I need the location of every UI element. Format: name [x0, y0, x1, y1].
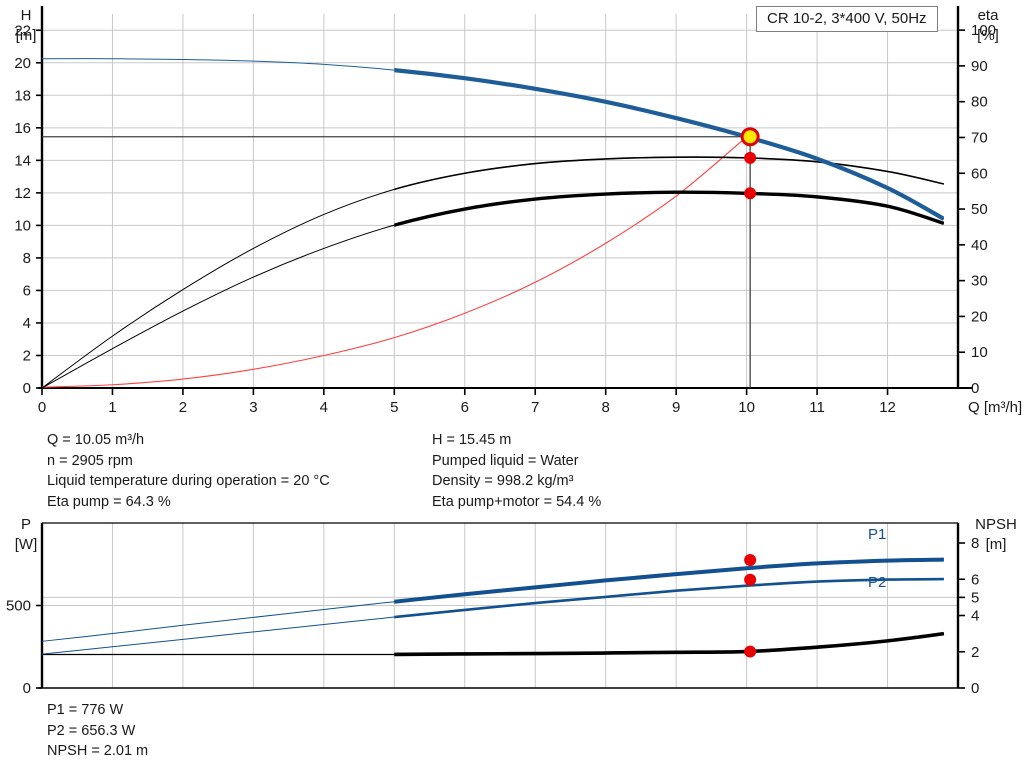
series-group: [41, 557, 945, 657]
svg-text:6: 6: [971, 571, 979, 588]
svg-text:20: 20: [971, 308, 988, 325]
svg-text:10: 10: [738, 399, 755, 416]
power-info-line-1: P2 = 656.3 W: [47, 722, 136, 739]
svg-text:8: 8: [602, 399, 610, 416]
power-info: P1 = 776 W P2 = 656.3 W NPSH = 2.01 m: [47, 700, 148, 762]
svg-text:11: 11: [809, 399, 825, 416]
p2-curve-thick: [394, 577, 944, 619]
y-axis-right-unit: [m]: [986, 536, 1007, 553]
svg-text:100: 100: [971, 22, 996, 39]
svg-text:70: 70: [971, 129, 988, 146]
svg-text:2: 2: [179, 399, 187, 416]
svg-text:4: 4: [320, 399, 328, 416]
svg-text:18: 18: [14, 87, 31, 104]
grid: [42, 14, 958, 388]
series-group: [41, 58, 945, 389]
svg-text:8: 8: [23, 250, 31, 267]
svg-text:3: 3: [249, 399, 257, 416]
svg-text:0: 0: [38, 399, 46, 416]
duty-info-right: H = 15.45 m Pumped liquid = Water Density …: [432, 430, 601, 512]
y-axis-left-ticks: 0 500: [6, 598, 42, 697]
power-marker-2[interactable]: [744, 645, 757, 658]
x-axis-ticks: 0 1 2 3 4 5 6 7 8 9 10 11 12: [38, 388, 896, 416]
duty-info-line-3: Eta pump = 64.3 %: [47, 493, 171, 510]
svg-text:500: 500: [6, 598, 31, 615]
svg-text:4: 4: [971, 608, 979, 625]
eta-pump-curve-thin: [41, 156, 945, 389]
y-axis-left-title: H: [21, 7, 32, 24]
y-axis-right-unit: [%]: [977, 27, 999, 44]
svg-text:9: 9: [672, 399, 680, 416]
svg-text:50: 50: [971, 201, 988, 218]
svg-text:0: 0: [971, 680, 979, 697]
duty-info-line-1: n = 2905 rpm: [47, 452, 133, 469]
y-axis-right-title: eta: [978, 7, 1000, 24]
svg-text:0: 0: [971, 380, 979, 397]
duty-info-line-3: Eta pump+motor = 54.4 %: [432, 493, 602, 510]
power-marker-1[interactable]: [744, 573, 757, 586]
svg-text:10: 10: [971, 344, 988, 361]
y-axis-left-title: P: [21, 516, 31, 533]
eta-pump-curve-thick: [394, 156, 944, 191]
svg-text:16: 16: [14, 120, 31, 137]
svg-text:30: 30: [971, 273, 988, 290]
p1-curve-thick: [394, 557, 944, 604]
y-axis-left-unit: [W]: [15, 536, 38, 553]
pump-model-title: CR 10-2, 3*400 V, 50Hz: [756, 6, 938, 32]
svg-text:0: 0: [23, 380, 31, 397]
head-curve-thick: [394, 67, 944, 221]
y-axis-right-ticks: 0 2 4 56 8: [958, 535, 979, 697]
svg-text:5: 5: [390, 399, 398, 416]
duty-info-line-0: Q = 10.05 m³/h: [47, 432, 145, 448]
duty-point-marker[interactable]: [740, 127, 760, 147]
svg-text:60: 60: [971, 165, 988, 182]
y-axis-right-title: NPSH: [975, 516, 1017, 533]
npsh-curve-thick: [394, 631, 945, 657]
svg-text:80: 80: [971, 94, 988, 111]
power-npsh-chart: 0 500 0 2 4 56 8 P [W] NPSH [m] P1 P2: [6, 516, 1017, 697]
x-axis-title: Q [m³/h]: [968, 399, 1022, 416]
duty-info-left: Q = 10.05 m³/h n = 2905 rpm Liquid tempera…: [47, 430, 330, 512]
duty-info-line-2: Liquid temperature during operation = 20…: [47, 473, 330, 489]
svg-text:8: 8: [971, 535, 979, 552]
npsh-curve-thin: [42, 633, 944, 656]
eta-pump-motor-curve-thick: [394, 190, 944, 227]
y-axis-right-ticks: 0 10 20 30 40 50 60 70 80 90 100: [958, 22, 996, 397]
svg-text:12: 12: [14, 185, 31, 202]
svg-text:4: 4: [23, 315, 31, 332]
power-info-line-0: P1 = 776 W: [47, 702, 124, 718]
eta-marker-0[interactable]: [744, 151, 757, 164]
svg-text:7: 7: [531, 399, 539, 416]
svg-text:2: 2: [971, 644, 979, 661]
svg-text:10: 10: [14, 217, 31, 234]
system-curve: [41, 136, 747, 388]
legend-p2-label: P2: [868, 574, 886, 591]
duty-info-line-1: Pumped liquid = Water: [432, 452, 579, 469]
eta-marker-1[interactable]: [744, 187, 757, 200]
p1-curve-thin: [41, 559, 944, 642]
svg-text:14: 14: [14, 152, 31, 169]
svg-text:90: 90: [971, 58, 988, 75]
y-axis-left-ticks: 0 2 4 6 8 10 12 14 16 18 20 22: [14, 22, 42, 397]
duty-info-line-0: H = 15.45 m: [432, 432, 512, 448]
svg-text:5: 5: [971, 589, 979, 606]
head-efficiency-chart: 0246810121416182022010203040506070809010…: [14, 6, 1022, 416]
legend-p1-label: P1: [868, 526, 886, 543]
power-info-line-2: NPSH = 2.01 m: [47, 743, 149, 759]
duty-info-line-2: Density = 998.2 kg/m³: [432, 473, 574, 489]
svg-text:6: 6: [23, 282, 31, 299]
svg-text:2: 2: [23, 347, 31, 364]
svg-text:0: 0: [23, 680, 31, 697]
svg-text:22: 22: [14, 22, 31, 39]
svg-text:20: 20: [14, 55, 31, 72]
svg-text:6: 6: [461, 399, 469, 416]
svg-text:12: 12: [879, 399, 896, 416]
power-marker-0[interactable]: [744, 553, 757, 566]
svg-text:1: 1: [108, 399, 116, 416]
svg-text:40: 40: [971, 237, 988, 254]
y-axis-left-unit: [m]: [16, 27, 37, 44]
